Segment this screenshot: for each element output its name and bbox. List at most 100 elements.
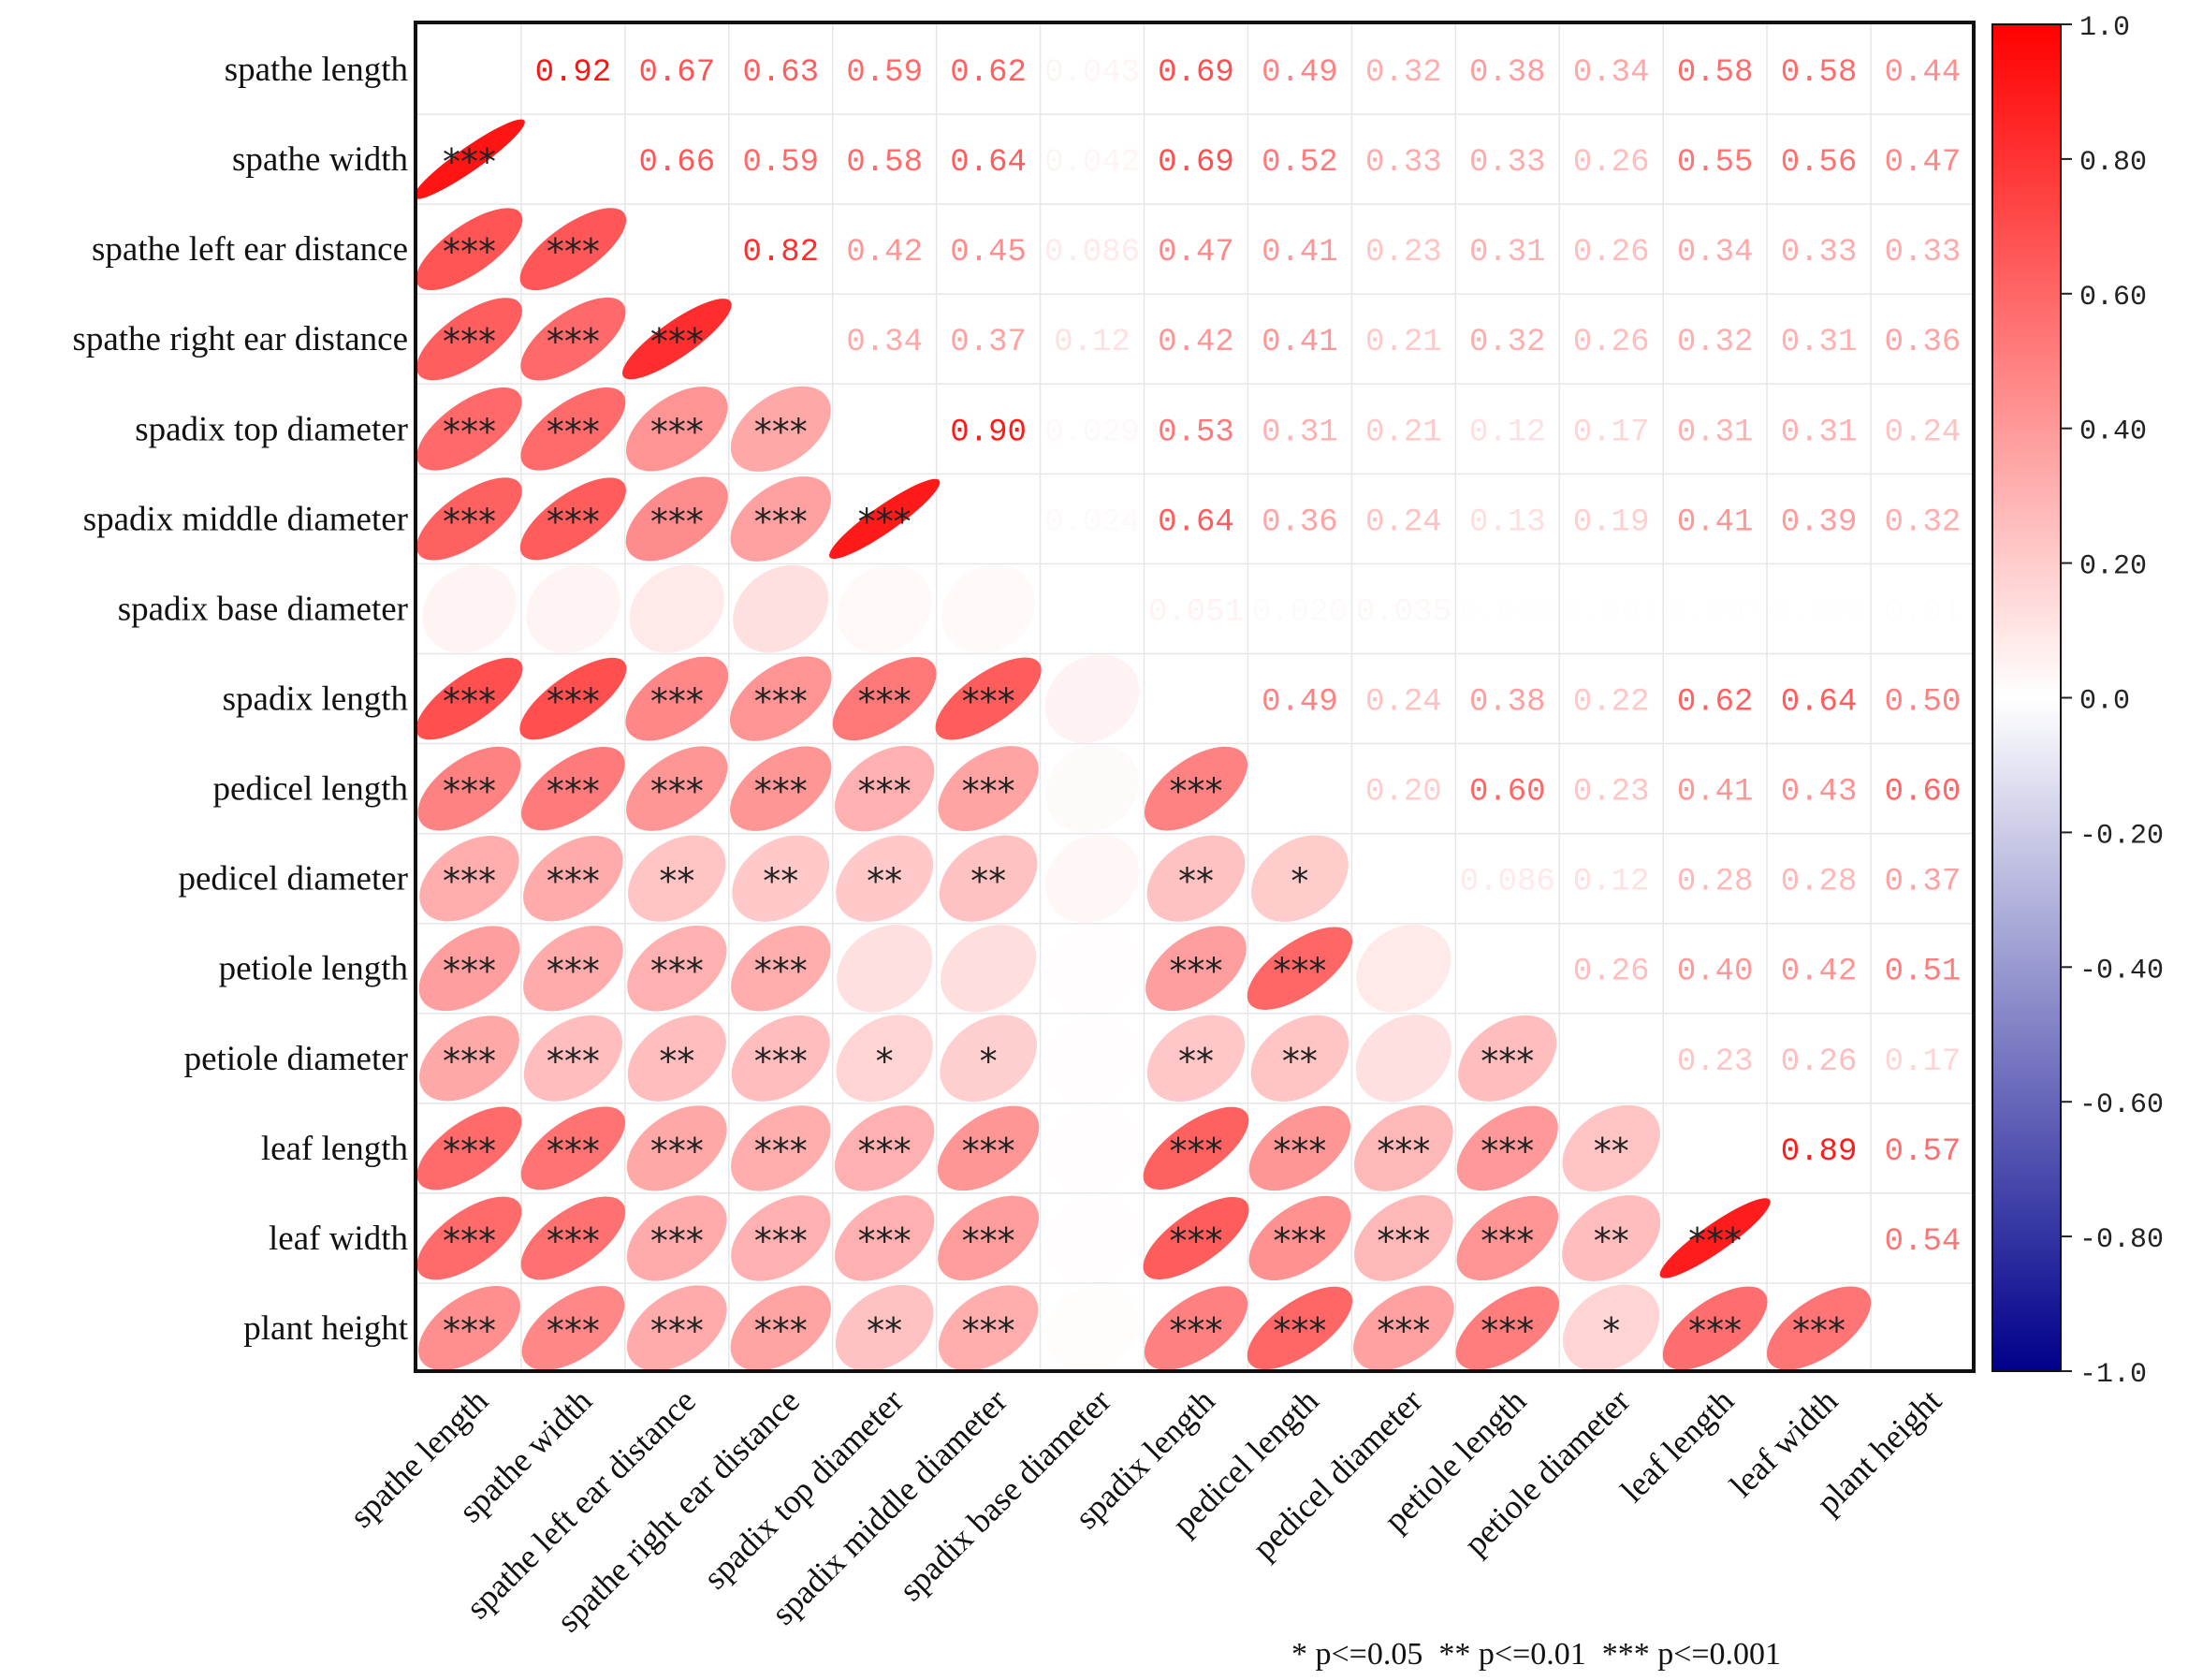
row-label: pedicel length (212, 770, 408, 809)
correlation-value-label: 0.58 (846, 145, 923, 181)
significance-marker: *** (1169, 771, 1222, 812)
correlation-ellipse (1355, 1015, 1451, 1103)
correlation-ellipse (731, 1195, 831, 1281)
correlation-ellipse (1045, 1283, 1139, 1373)
correlation-ellipse (1247, 1286, 1353, 1370)
significance-marker: *** (547, 321, 600, 362)
correlation-ellipse (521, 1286, 625, 1370)
correlation-ellipse (625, 656, 729, 741)
correlation-ellipse (627, 1195, 727, 1281)
correlation-ellipse (519, 477, 626, 561)
correlation-value-label: 0.36 (1262, 504, 1338, 540)
correlation-ellipse (1356, 924, 1451, 1013)
significance-marker: *** (1169, 1131, 1222, 1172)
correlation-ellipse (416, 387, 522, 471)
correlation-value-label: 0.24 (1885, 415, 1962, 450)
correlation-value-label: 0.41 (1677, 504, 1754, 540)
correlation-value-label: 0.58 (1781, 55, 1858, 91)
correlation-value-label: 0.36 (1885, 325, 1962, 360)
correlation-value-label: 0.38 (1469, 685, 1546, 721)
correlation-value-label: 0.26 (1781, 1045, 1858, 1080)
colorbar-tick-label: 0.80 (2079, 147, 2147, 179)
correlation-ellipse (1353, 1285, 1454, 1371)
correlation-ellipse (1144, 1286, 1248, 1370)
plot-frame (414, 21, 1976, 1373)
correlation-value-label: 0.31 (1781, 415, 1858, 450)
significance-marker: *** (443, 141, 496, 183)
significance-marker: *** (1377, 1310, 1430, 1351)
correlation-value-label: 0.37 (950, 325, 1027, 360)
correlation-value-label: 0.43 (1781, 775, 1858, 811)
correlation-ellipse (1456, 1195, 1559, 1281)
correlation-value-label: 0.029 (1044, 415, 1140, 450)
significance-marker: ** (1594, 1220, 1629, 1262)
correlation-value-label: 0.007 (1668, 594, 1763, 630)
correlation-value-label: 0.32 (1365, 55, 1442, 91)
correlation-ellipse (731, 1015, 830, 1102)
correlation-ellipse (520, 297, 626, 381)
significance-marker: *** (650, 501, 704, 542)
correlation-value-label: 0.62 (950, 55, 1027, 91)
correlation-value-label: 0.45 (950, 235, 1027, 270)
correlation-ellipse (628, 835, 726, 922)
correlation-ellipse (625, 476, 728, 562)
correlation-ellipse (1458, 1015, 1557, 1102)
correlation-value-label: 0.49 (1262, 685, 1338, 721)
row-label: pedicel diameter (178, 860, 408, 898)
correlation-ellipse (732, 835, 830, 922)
correlation-ellipse (1045, 1193, 1139, 1283)
correlation-ellipse (940, 925, 1037, 1013)
correlation-value-label: 0.49 (1262, 55, 1338, 91)
correlation-ellipse (1143, 1196, 1249, 1279)
correlation-value-label: 0.47 (1158, 235, 1234, 270)
significance-marker: *** (1169, 1220, 1222, 1262)
significance-marker: *** (754, 771, 808, 812)
correlation-value-label: 0.59 (742, 145, 819, 181)
correlation-value-label: 0.26 (1573, 145, 1650, 181)
correlation-value-label: 0.31 (1677, 415, 1754, 450)
significance-marker: *** (1688, 1310, 1742, 1351)
correlation-value-label: 0.21 (1365, 325, 1442, 360)
correlation-value-label: 0.32 (1677, 325, 1754, 360)
correlation-ellipse (523, 926, 623, 1012)
correlation-ellipse (523, 836, 623, 922)
correlation-value-label: 0.50 (1885, 685, 1962, 721)
correlation-value-label: 0.89 (1781, 1134, 1858, 1170)
colorbar-tick-label: 0.60 (2079, 282, 2147, 314)
correlation-value-label: 0.42 (1158, 325, 1234, 360)
correlation-value-label: 0.17 (1573, 415, 1650, 450)
significance-marker: *** (443, 1041, 496, 1082)
significance-marker: *** (650, 1310, 704, 1351)
correlation-ellipse (730, 475, 832, 562)
colorbar-tick-label: -0.60 (2079, 1089, 2164, 1121)
correlation-value-label: 0.01 (1885, 594, 1962, 630)
column-label: leaf length (1613, 1381, 1741, 1509)
significance-marker: *** (650, 1131, 704, 1172)
correlation-value-label: 0.42 (1781, 955, 1858, 990)
significance-marker: *** (547, 1041, 600, 1082)
correlation-ellipse (520, 1196, 626, 1280)
correlation-ellipse (730, 746, 832, 831)
correlation-value-label: 0.60 (1885, 775, 1962, 811)
correlation-value-label: 0.23 (1573, 775, 1650, 811)
grid-lines (417, 24, 1975, 1374)
correlation-value-label: 0.31 (1262, 415, 1338, 450)
correlation-ellipse (520, 1106, 626, 1191)
correlation-ellipse (1045, 1014, 1139, 1103)
row-label: petiole diameter (184, 1040, 408, 1078)
significance-legend: * p<=0.05 ** p<=0.01 *** p<=0.001 (1291, 1637, 1781, 1672)
correlation-ellipse (526, 564, 620, 653)
significance-marker: *** (443, 1131, 496, 1172)
significance-marker: ** (867, 1310, 902, 1351)
significance-marker: *** (1481, 1310, 1534, 1351)
correlation-value-label: 0.22 (1573, 685, 1650, 721)
colorbar-gradient (1991, 23, 2062, 1372)
correlation-value-label: 0.043 (1044, 55, 1140, 91)
correlation-ellipse (1044, 834, 1140, 923)
colorbar-tick-label: -1.0 (2079, 1359, 2147, 1391)
correlation-ellipse (1045, 924, 1139, 1013)
significance-marker: *** (443, 951, 496, 992)
colorbar-tick-label: 0.0 (2079, 686, 2130, 718)
